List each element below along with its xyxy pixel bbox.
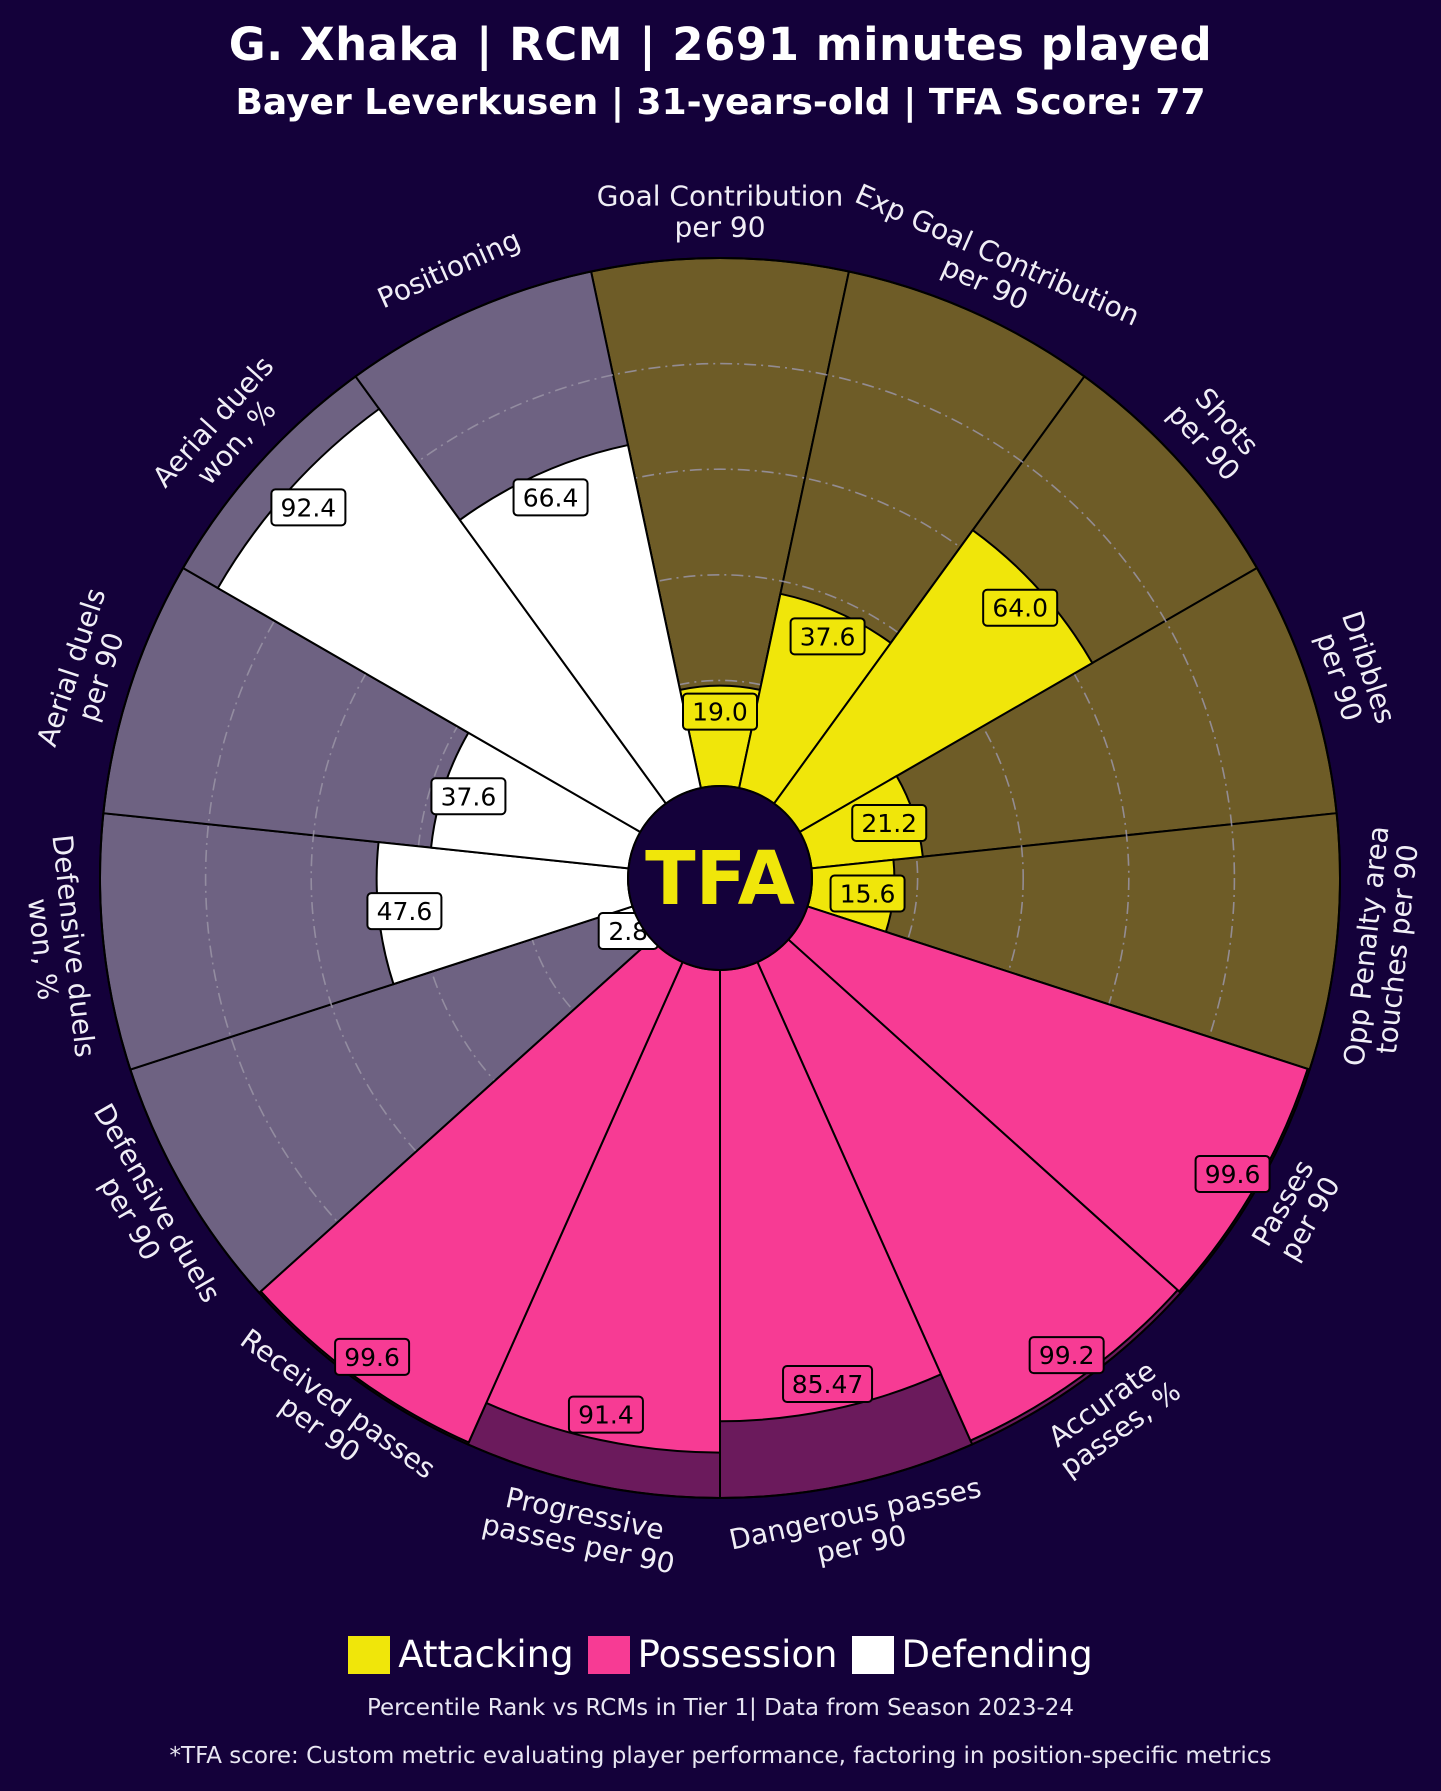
value-box-defensive-duels-won xyxy=(366,892,443,931)
value-text-dangerous-passes-per-90: 85.47 xyxy=(792,1370,864,1399)
value-text-aerial-duels-per-90: 37.6 xyxy=(441,782,497,811)
value-text-shots-per-90: 64.0 xyxy=(992,594,1048,623)
value-label-progressive-passes-per-90: 91.4 xyxy=(567,1395,644,1434)
value-text-defensive-duels-won: 47.6 xyxy=(377,897,433,926)
legend-label-possession: Possession xyxy=(637,1633,838,1676)
value-label-passes-per-90: 99.6 xyxy=(1194,1154,1271,1193)
value-label-aerial-duels-won: 92.4 xyxy=(270,488,347,527)
value-label-exp-goal-contribution-per-90: 37.6 xyxy=(789,617,866,656)
pizza-chart: 19.0 37.6 64.0 21.2 15.6 99.6 99.2 85.47 91.4 99.… xyxy=(15,177,1426,1580)
metric-label-line: per 90 xyxy=(674,211,765,244)
metric-label-defensive-duels-won: Defensive duelswon, % xyxy=(15,833,102,1062)
metric-label-opp-penalty-area-touches-per-90: Opp Penalty areatouches per 90 xyxy=(1337,824,1426,1071)
legend-swatch-attacking xyxy=(348,1635,391,1674)
value-box-passes-per-90 xyxy=(1194,1154,1271,1193)
value-label-positioning: 66.4 xyxy=(512,478,589,517)
legend-swatch-possession xyxy=(587,1635,630,1674)
legend-label-defending: Defending xyxy=(901,1633,1093,1676)
value-text-dribbles-per-90: 21.2 xyxy=(861,809,917,838)
value-box-shots-per-90 xyxy=(982,588,1059,627)
gridline-40 xyxy=(415,573,1025,1183)
value-box-progressive-passes-per-90 xyxy=(567,1395,644,1434)
value-text-opp-penalty-area-touches-per-90: 15.6 xyxy=(840,880,896,909)
value-box-received-passes-per-90 xyxy=(334,1337,411,1376)
legend: Attacking Possession Defending xyxy=(0,1633,1441,1676)
legend-item-attacking: Attacking xyxy=(348,1633,574,1676)
value-label-goal-contribution-per-90: 19.0 xyxy=(682,692,758,731)
value-text-exp-goal-contribution-per-90: 37.6 xyxy=(800,622,856,651)
value-label-defensive-duels-won: 47.6 xyxy=(366,892,443,931)
chart-subtitle: Bayer Leverkusen | 31-years-old | TFA Sc… xyxy=(235,82,1206,123)
footer-note: Percentile Rank vs RCMs in Tier 1| Data … xyxy=(366,1695,1075,1721)
value-box-aerial-duels-won xyxy=(270,488,347,527)
value-label-dangerous-passes-per-90: 85.47 xyxy=(782,1364,874,1403)
legend-swatch-defending xyxy=(851,1635,894,1674)
value-box-aerial-duels-per-90 xyxy=(430,777,507,816)
value-box-exp-goal-contribution-per-90 xyxy=(789,617,866,656)
outer-ring xyxy=(99,257,1341,1499)
value-label-accurate-passes: 99.2 xyxy=(1028,1336,1105,1375)
gridline-20 xyxy=(521,679,919,1077)
legend-item-possession: Possession xyxy=(587,1633,838,1676)
value-label-opp-penalty-area-touches-per-90: 15.6 xyxy=(829,874,906,913)
value-text-goal-contribution-per-90: 19.0 xyxy=(692,698,748,727)
value-label-received-passes-per-90: 99.6 xyxy=(334,1337,411,1376)
gridline-80 xyxy=(204,362,1236,1394)
tfa-logo: TFA xyxy=(645,836,795,922)
value-text-received-passes-per-90: 99.6 xyxy=(344,1343,400,1372)
center-disc xyxy=(627,785,813,971)
tfa-score-note: *TFA score: Custom metric evaluating pla… xyxy=(169,1743,1272,1769)
value-label-shots-per-90: 64.0 xyxy=(982,588,1059,627)
value-text-positioning: 66.4 xyxy=(523,483,579,512)
value-text-passes-per-90: 99.6 xyxy=(1205,1160,1261,1189)
metric-label-line: Goal Contribution xyxy=(597,180,844,213)
value-box-opp-penalty-area-touches-per-90 xyxy=(829,874,906,913)
value-box-dribbles-per-90 xyxy=(851,804,928,843)
value-text-accurate-passes: 99.2 xyxy=(1039,1341,1095,1370)
metric-label-goal-contribution-per-90: Goal Contribution per 90 xyxy=(597,180,844,244)
legend-item-defending: Defending xyxy=(851,1633,1093,1676)
value-text-progressive-passes-per-90: 91.4 xyxy=(578,1401,634,1430)
chart-title: G. Xhaka | RCM | 2691 minutes played xyxy=(228,18,1213,71)
legend-label-attacking: Attacking xyxy=(398,1633,574,1676)
value-box-goal-contribution-per-90 xyxy=(682,692,758,731)
value-text-aerial-duels-won: 92.4 xyxy=(281,493,337,522)
value-label-aerial-duels-per-90: 37.6 xyxy=(430,777,507,816)
value-box-positioning xyxy=(512,478,589,517)
value-box-accurate-passes xyxy=(1028,1336,1105,1375)
value-label-dribbles-per-90: 21.2 xyxy=(851,804,928,843)
value-box-dangerous-passes-per-90 xyxy=(782,1364,874,1403)
